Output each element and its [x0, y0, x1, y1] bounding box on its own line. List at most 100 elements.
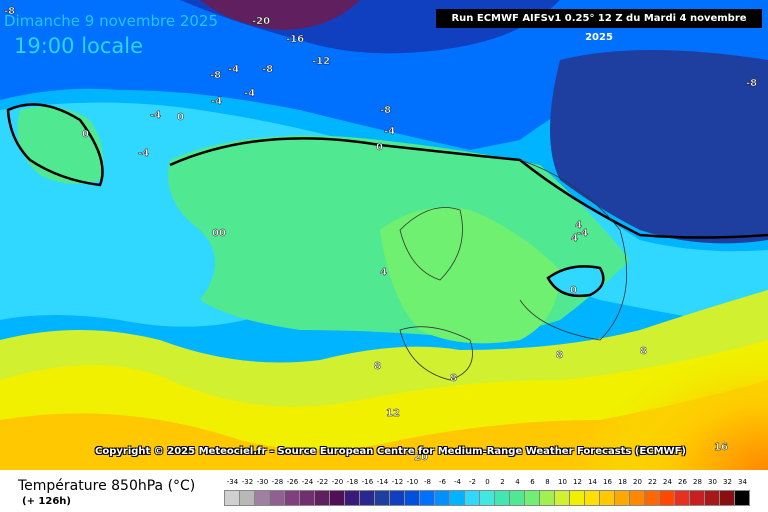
legend-swatch — [314, 490, 330, 506]
legend-swatch — [674, 490, 690, 506]
legend-label: 28 — [693, 478, 702, 486]
time-title: 19:00 locale — [14, 34, 144, 58]
legend-label: 32 — [723, 478, 732, 486]
legend-swatch — [614, 490, 630, 506]
isotherm-value-label: -4 — [384, 126, 395, 137]
legend-label: 6 — [530, 478, 535, 486]
cold-core-east — [550, 50, 768, 244]
isotherm-value-label: 0 — [376, 142, 383, 153]
legend-label: 4 — [515, 478, 520, 486]
legend-label: -6 — [439, 478, 446, 486]
legend-label: 8 — [545, 478, 550, 486]
isotherm-value-label: 0 — [570, 285, 577, 296]
legend-label: 18 — [618, 478, 627, 486]
legend-swatch — [374, 490, 390, 506]
legend-swatch — [434, 490, 450, 506]
isotherm-value-label: -4 — [138, 148, 149, 159]
coastline-europe — [519, 159, 628, 341]
legend-label: -26 — [286, 478, 299, 486]
legend-swatch — [479, 490, 495, 506]
legend-swatch — [719, 490, 735, 506]
isotherm-value-label: -12 — [312, 56, 330, 67]
variable-title: Température 850hPa (°C) — [18, 478, 196, 494]
isotherm-value-label: 4 — [571, 233, 578, 244]
isotherm-value-label: -4 — [150, 110, 161, 121]
cold-band — [0, 0, 768, 150]
legend-label: -12 — [391, 478, 404, 486]
legend-label: -10 — [406, 478, 419, 486]
legend-swatch — [704, 490, 720, 506]
legend-swatch — [449, 490, 465, 506]
isotherm-value-label: -8 — [262, 64, 273, 75]
isotherm-value-label: 8 — [374, 361, 381, 372]
legend-swatch — [554, 490, 570, 506]
legend-label: -2 — [469, 478, 476, 486]
legend-swatch — [239, 490, 255, 506]
legend-label: -28 — [271, 478, 284, 486]
legend-label: 12 — [573, 478, 582, 486]
isotherm-value-label: 4 — [575, 220, 582, 231]
legend-label: -16 — [361, 478, 374, 486]
isotherm-value-label: 12 — [386, 408, 400, 419]
legend-swatch — [644, 490, 660, 506]
legend-label: 2 — [500, 478, 505, 486]
legend-swatch — [629, 490, 645, 506]
isotherm-zero — [169, 137, 768, 239]
legend-label: -14 — [376, 478, 389, 486]
legend-label: 26 — [678, 478, 687, 486]
date-title: Dimanche 9 novembre 2025 — [4, 12, 219, 30]
legend-label: 22 — [648, 478, 657, 486]
legend-swatch — [419, 490, 435, 506]
legend-swatch — [464, 490, 480, 506]
legend-swatch — [569, 490, 585, 506]
isotherm-value-label: -20 — [252, 16, 270, 27]
legend-swatch — [254, 490, 270, 506]
legend-swatch — [359, 490, 375, 506]
legend-swatch — [494, 490, 510, 506]
legend-label: -24 — [301, 478, 314, 486]
legend-label: 10 — [558, 478, 567, 486]
isotherm-value-label: 0 — [82, 129, 89, 140]
lead-time: (+ 126h) — [22, 496, 71, 507]
legend-label: 14 — [588, 478, 597, 486]
isotherm-value-label: -4 — [244, 88, 255, 99]
legend-swatch — [734, 490, 750, 506]
legend-label: 0 — [485, 478, 490, 486]
legend-swatch — [269, 490, 285, 506]
color-legend: -34 -32 -30 -28 -26 -24 -22 -20 -18 -16 -14 -12 -10-… — [224, 478, 754, 508]
legend-swatch — [539, 490, 555, 506]
isotherm-value-label: 4 — [380, 267, 387, 278]
legend-label: 34 — [738, 478, 747, 486]
europe-warm — [380, 207, 560, 344]
legend-label: -22 — [316, 478, 329, 486]
isotherm-labels: -8-20-16-12-8-4 -8-4-4-4 00-4-8-40-8-40044… — [4, 6, 758, 463]
legend-swatch — [524, 490, 540, 506]
isotherm-value-label: 8 — [556, 350, 563, 361]
isotherm-value-label: 8 — [450, 373, 457, 384]
isotherm-value-label: 00 — [212, 228, 226, 239]
isotherm-value-label: -8 — [746, 78, 757, 89]
isotherm-zero-greenland — [6, 103, 104, 187]
legend-label: 20 — [633, 478, 642, 486]
coastline-britain — [399, 207, 463, 281]
isotherm-value-label: 0 — [177, 112, 184, 123]
legend-swatch — [299, 490, 315, 506]
isotherm-value-label: -16 — [286, 34, 304, 45]
isotherm-value-label: -4 — [228, 64, 239, 75]
isotherm-value-label: -8 — [210, 70, 221, 81]
legend-swatch — [329, 490, 345, 506]
coastline-iberia — [399, 326, 473, 381]
legend-label: -4 — [454, 478, 461, 486]
legend-label: 24 — [663, 478, 672, 486]
isotherm-value-label: -8 — [4, 6, 15, 17]
isotherm-value-label: 8 — [640, 346, 647, 357]
legend-swatch — [404, 490, 420, 506]
isotherm-value-label: 16 — [714, 442, 728, 453]
legend-swatch — [659, 490, 675, 506]
legend-label: -18 — [346, 478, 359, 486]
legend-swatch — [689, 490, 705, 506]
isotherm-value-label: -8 — [380, 105, 391, 116]
legend-swatch — [389, 490, 405, 506]
isotherm-value-label: -4 — [211, 96, 222, 107]
